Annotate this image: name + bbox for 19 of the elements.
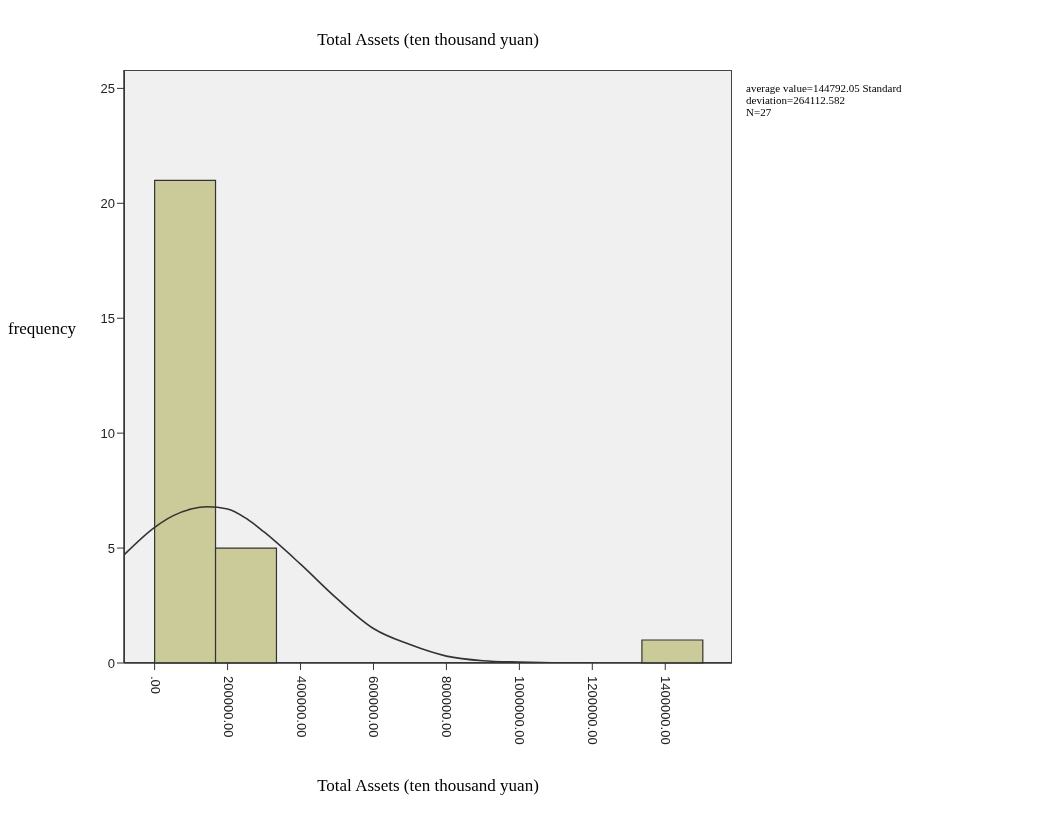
y-axis-title: frequency [8, 319, 76, 340]
text: N=27 [746, 106, 773, 118]
text: average value=144792.05 Standard deviation=264112.582 [746, 82, 903, 106]
x-tick-label: 200000.00 [220, 676, 236, 738]
x-tick-label: 1200000.00 [585, 676, 601, 745]
y-tick-label: 20 [100, 195, 115, 211]
x-tick-label: .00 [147, 676, 163, 695]
x-tick-label: 1000000.00 [512, 676, 528, 745]
y-tick-label: 5 [107, 540, 115, 556]
y-tick-label: 10 [100, 425, 115, 441]
x-tick-label: 600000.00 [366, 676, 382, 738]
x-tick-label: 800000.00 [439, 676, 455, 738]
x-axis-title: Total Assets (ten thousand yuan) [316, 776, 540, 796]
chart-title: Total Assets (ten thousand yuan) [316, 30, 540, 50]
y-tick-label: 0 [107, 655, 115, 671]
x-tick-label: 400000.00 [293, 676, 309, 738]
y-tick-label: 15 [100, 310, 115, 326]
y-tick-label: 25 [100, 81, 115, 96]
x-tick-label: 1400000.00 [658, 676, 674, 745]
